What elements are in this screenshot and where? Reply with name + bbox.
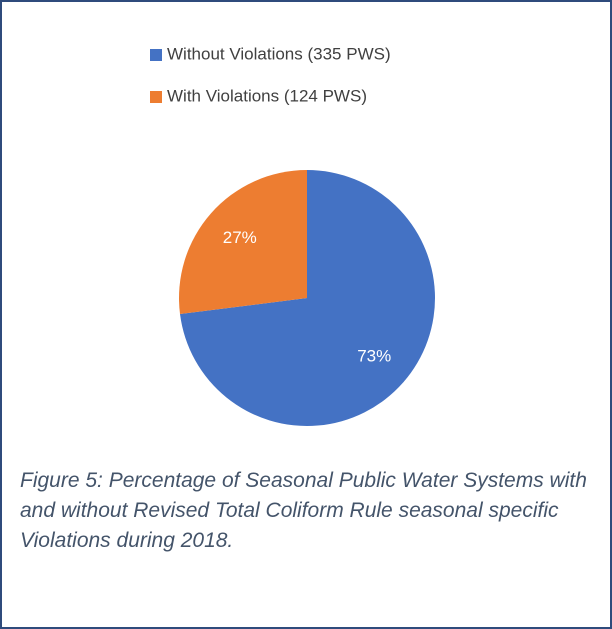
data-label: 27%: [223, 228, 257, 247]
legend-label: Without Violations (335 PWS): [167, 44, 391, 63]
legend-label: With Violations (124 PWS): [167, 86, 367, 105]
legend-swatch: [150, 91, 162, 103]
pie-slice: [179, 170, 307, 315]
data-label: 73%: [357, 347, 391, 366]
pie-slice: [180, 170, 436, 426]
legend-swatch: [150, 49, 162, 61]
caption: Figure 5: Percentage of Seasonal Public …: [20, 469, 587, 552]
